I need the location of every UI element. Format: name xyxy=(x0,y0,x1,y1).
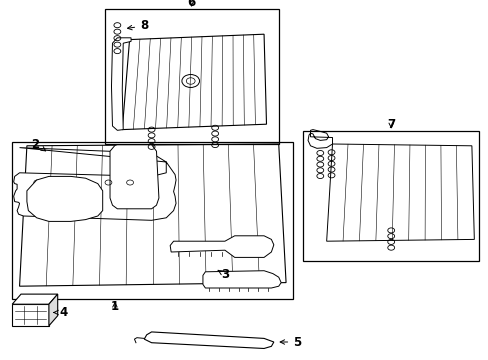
Polygon shape xyxy=(27,176,102,221)
Polygon shape xyxy=(20,144,285,286)
Polygon shape xyxy=(111,38,131,130)
Bar xyxy=(12,304,49,326)
Text: 7: 7 xyxy=(386,118,394,131)
Text: 3: 3 xyxy=(218,268,228,281)
Polygon shape xyxy=(122,34,266,130)
Text: 1: 1 xyxy=(111,300,119,312)
Polygon shape xyxy=(14,148,176,220)
Polygon shape xyxy=(49,294,58,326)
Bar xyxy=(12,142,293,299)
Polygon shape xyxy=(326,144,473,241)
Polygon shape xyxy=(144,332,273,348)
Polygon shape xyxy=(110,145,159,209)
Polygon shape xyxy=(203,271,281,288)
Text: 6: 6 xyxy=(187,0,195,9)
Text: 2: 2 xyxy=(31,138,45,151)
Polygon shape xyxy=(170,236,273,257)
Text: 5: 5 xyxy=(280,336,301,348)
Text: 8: 8 xyxy=(127,19,148,32)
Bar xyxy=(303,131,478,261)
Bar xyxy=(105,9,278,144)
Text: 4: 4 xyxy=(54,306,67,319)
Polygon shape xyxy=(307,130,332,148)
Polygon shape xyxy=(12,294,58,304)
